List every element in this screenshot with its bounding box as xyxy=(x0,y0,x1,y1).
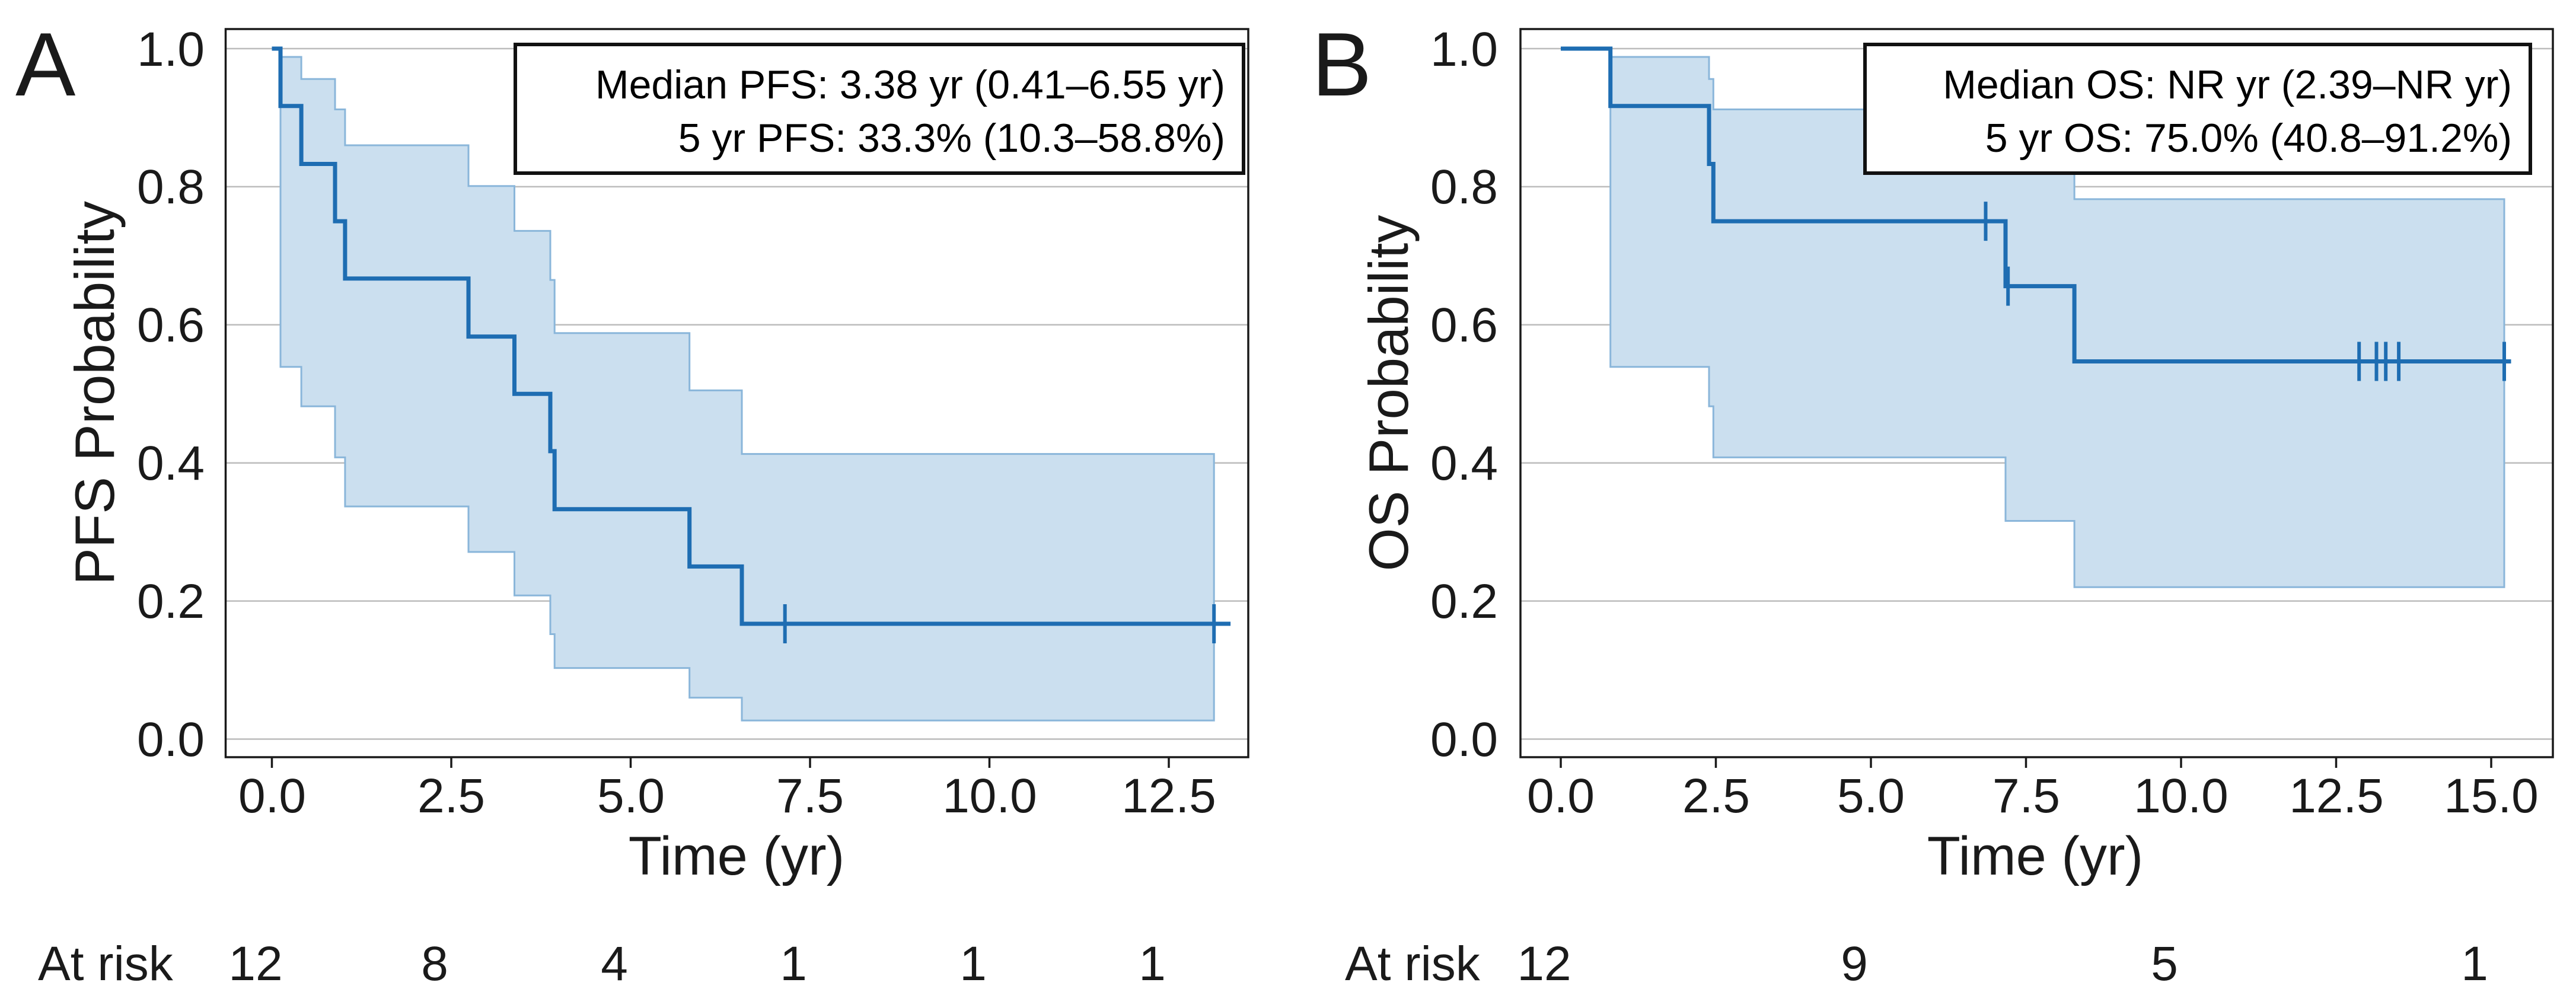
x-axis-title-b: Time (yr) xyxy=(1927,826,2144,886)
x-tick-label-b: 12.5 xyxy=(2289,769,2384,823)
at-risk-count-b: 5 xyxy=(2151,937,2178,991)
y-tick-label-a: 0.6 xyxy=(137,298,205,352)
x-tick-label-a: 12.5 xyxy=(1121,769,1216,823)
annotation-box-os: Median OS: NR yr (2.39–NR yr) 5 yr OS: 7… xyxy=(1863,43,2532,175)
at-risk-count-a: 1 xyxy=(959,937,987,991)
at-risk-count-b: 12 xyxy=(1517,937,1571,991)
y-tick-label-a: 0.2 xyxy=(137,575,205,629)
at-risk-count-b: 9 xyxy=(1841,937,1868,991)
y-tick-label-b: 1.0 xyxy=(1430,23,1498,76)
x-tick-label-b: 15.0 xyxy=(2444,769,2539,823)
y-tick-label-a: 0.0 xyxy=(137,713,205,767)
y-tick-label-b: 0.4 xyxy=(1430,436,1498,490)
at-risk-count-a: 4 xyxy=(601,937,628,991)
y-tick-label-b: 0.0 xyxy=(1430,713,1498,767)
y-tick-label-a: 0.8 xyxy=(137,160,205,214)
x-tick-label-a: 5.0 xyxy=(597,769,665,823)
y-tick-label-b: 0.8 xyxy=(1430,160,1498,214)
x-tick-label-b: 10.0 xyxy=(2134,769,2229,823)
annotation-5yr-pfs: 5 yr PFS: 33.3% (10.3–58.8%) xyxy=(678,116,1225,161)
annotation-median-os: Median OS: NR yr (2.39–NR yr) xyxy=(1943,62,2512,107)
x-tick-label-a: 10.0 xyxy=(942,769,1037,823)
at-risk-count-a: 12 xyxy=(228,937,283,991)
y-tick-label-a: 0.4 xyxy=(137,436,205,490)
at-risk-count-b: 1 xyxy=(2461,937,2488,991)
y-tick-label-b: 0.6 xyxy=(1430,298,1498,352)
at-risk-label-b: At risk xyxy=(1345,937,1480,991)
km-curve-os xyxy=(1561,46,2511,363)
plot-frame-b xyxy=(1519,28,2554,758)
ci-band-a xyxy=(279,56,1215,722)
plot-frame-a xyxy=(224,28,1249,758)
at-risk-count-a: 8 xyxy=(421,937,448,991)
annotation-median-pfs: Median PFS: 3.38 yr (0.41–6.55 yr) xyxy=(595,62,1225,107)
x-tick-label-b: 2.5 xyxy=(1682,769,1750,823)
km-curve-pfs xyxy=(272,46,1231,626)
annotation-box-pfs: Median PFS: 3.38 yr (0.41–6.55 yr) 5 yr … xyxy=(514,43,1245,175)
x-tick-label-b: 5.0 xyxy=(1837,769,1905,823)
x-tick-label-b: 0.0 xyxy=(1527,769,1595,823)
y-tick-label-b: 0.2 xyxy=(1430,575,1498,629)
panel-letter-a: A xyxy=(15,14,76,115)
panel-letter-b: B xyxy=(1312,14,1372,115)
x-tick-label-a: 2.5 xyxy=(417,769,485,823)
x-tick-label-b: 7.5 xyxy=(1992,769,2060,823)
at-risk-label-a: At risk xyxy=(38,937,173,991)
at-risk-count-a: 1 xyxy=(780,937,807,991)
y-tick-label-a: 1.0 xyxy=(137,23,205,76)
x-tick-label-a: 0.0 xyxy=(238,769,306,823)
x-axis-title-a: Time (yr) xyxy=(628,826,845,886)
x-tick-label-a: 7.5 xyxy=(776,769,844,823)
annotation-5yr-os: 5 yr OS: 75.0% (40.8–91.2%) xyxy=(1985,116,2512,161)
at-risk-count-a: 1 xyxy=(1139,937,1166,991)
ci-band-b xyxy=(1609,56,2505,588)
